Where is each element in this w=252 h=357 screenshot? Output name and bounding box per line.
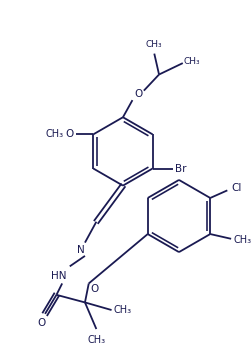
Text: CH₃: CH₃ xyxy=(114,305,132,315)
Text: O: O xyxy=(90,284,99,294)
Text: CH₃: CH₃ xyxy=(87,336,105,346)
Text: N: N xyxy=(77,245,85,255)
Text: HN: HN xyxy=(51,271,66,281)
Text: Br: Br xyxy=(175,164,187,174)
Text: O: O xyxy=(37,318,45,328)
Text: Cl: Cl xyxy=(232,183,242,193)
Text: O: O xyxy=(134,90,142,100)
Text: CH₃: CH₃ xyxy=(45,129,64,139)
Text: CH₃: CH₃ xyxy=(184,57,201,66)
Text: CH₃: CH₃ xyxy=(146,40,163,49)
Text: O: O xyxy=(66,129,74,139)
Text: CH₃: CH₃ xyxy=(233,235,251,245)
